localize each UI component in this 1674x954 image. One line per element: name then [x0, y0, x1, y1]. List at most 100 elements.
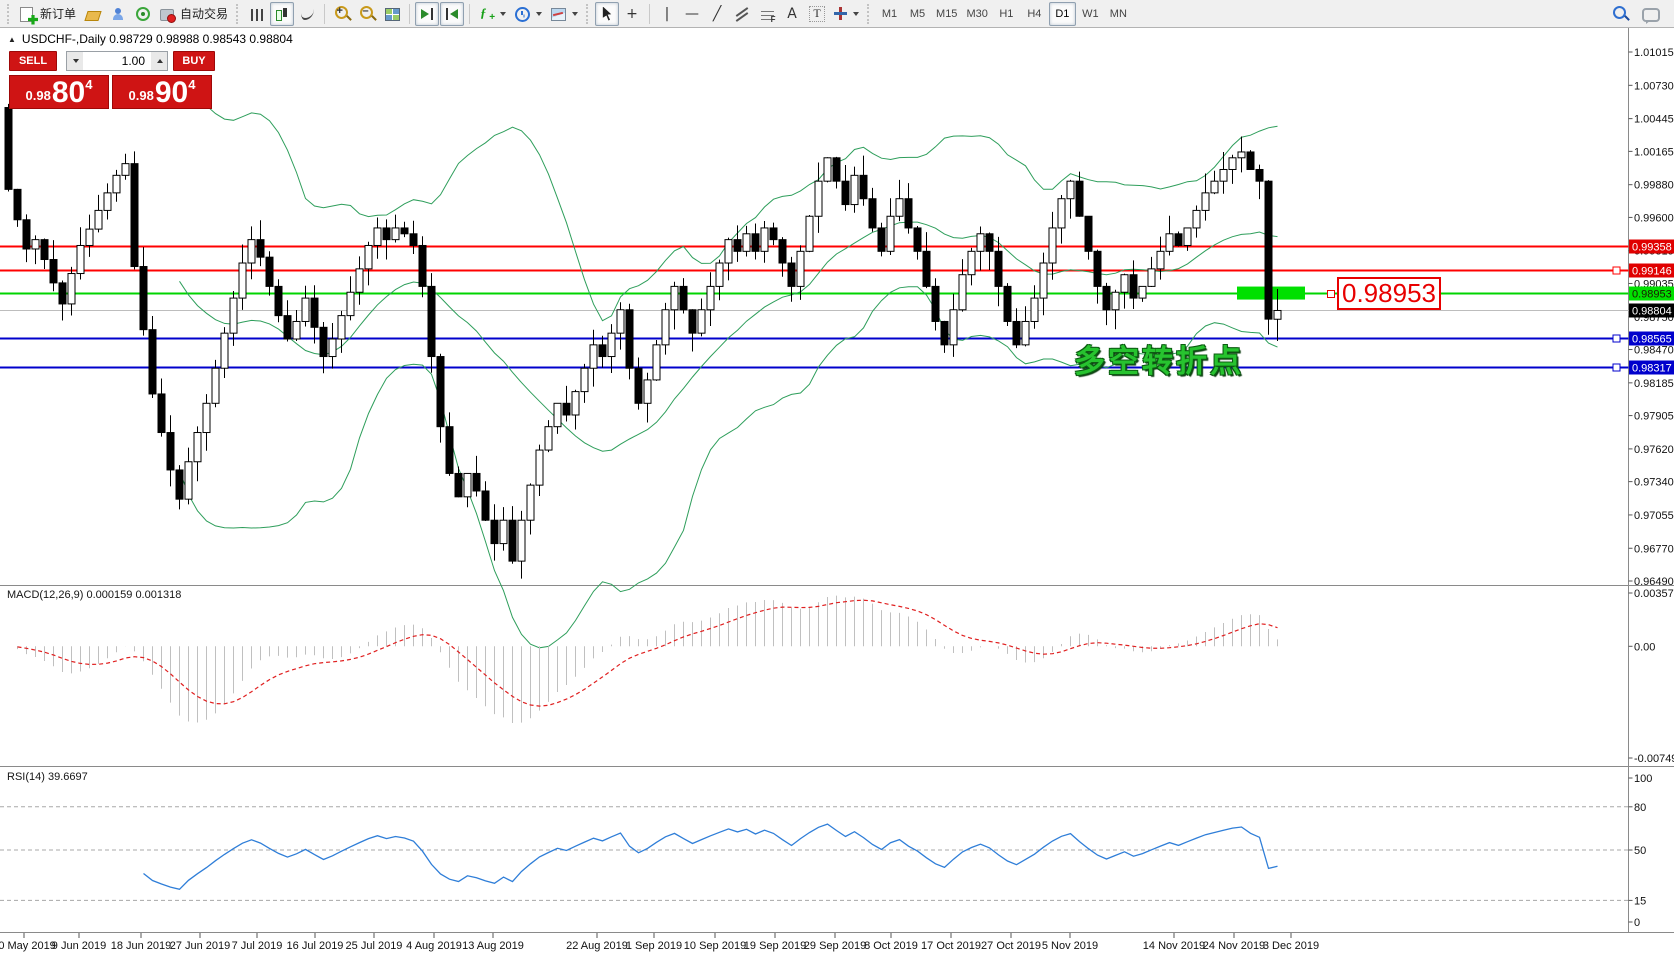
bar-chart-button[interactable] [245, 2, 269, 26]
crosshair-button[interactable]: + [620, 2, 644, 26]
arrows-button[interactable] [830, 2, 863, 26]
callout-handle[interactable] [1327, 290, 1335, 298]
svg-text:0.97055: 0.97055 [1634, 510, 1674, 522]
indicators-button[interactable] [475, 2, 510, 26]
svg-text:4 Aug 2019: 4 Aug 2019 [406, 940, 462, 952]
buy-button[interactable]: BUY [173, 51, 215, 71]
svg-text:1.00445: 1.00445 [1634, 114, 1674, 126]
svg-text:10 Sep 2019: 10 Sep 2019 [684, 940, 746, 952]
toolbar-separator [649, 3, 651, 24]
auto-scroll-button[interactable] [415, 1, 440, 26]
toolbar-grip[interactable] [7, 3, 12, 24]
buy-price-display[interactable]: 0.98 90 4 [112, 75, 212, 109]
turning-point-annotation[interactable]: 多空转折点 [1074, 344, 1244, 379]
candlestick-icon [275, 7, 289, 21]
svg-text:100: 100 [1634, 773, 1652, 785]
rsi-panel: 100 80 50 15 0 [0, 773, 1652, 929]
timeframe-m5[interactable]: M5 [904, 2, 931, 26]
volume-input[interactable] [83, 52, 151, 70]
price-callout-label[interactable]: 0.98953 [1337, 277, 1441, 310]
arrows-icon [834, 7, 848, 20]
mql5-market-button[interactable] [81, 2, 105, 26]
svg-text:9 Jun 2019: 9 Jun 2019 [52, 940, 106, 952]
svg-text:0.98470: 0.98470 [1634, 345, 1674, 357]
text-button[interactable]: A [780, 2, 804, 26]
price-chart-canvas[interactable]: 1.01015 1.00730 1.00445 1.00165 0.99880 0.996… [0, 28, 1674, 954]
channel-button[interactable] [730, 2, 754, 26]
toolbar-grip[interactable] [586, 3, 591, 24]
zoom-in-button[interactable] [330, 2, 354, 26]
indicators-icon [479, 5, 495, 23]
hline-0.99358[interactable]: 0.99358 [0, 239, 1674, 254]
sell-button[interactable]: SELL [9, 51, 57, 71]
svg-text:0.98804: 0.98804 [1632, 306, 1672, 318]
dropdown-caret-icon [572, 11, 579, 16]
svg-text:24 Nov 2019: 24 Nov 2019 [1203, 940, 1265, 952]
new-order-label: 新订单 [40, 7, 77, 21]
candlestick-chart-button[interactable] [270, 1, 295, 26]
sell-price-display[interactable]: 0.98 80 4 [9, 75, 109, 109]
dropdown-caret-icon [853, 11, 860, 16]
search-button[interactable] [1608, 2, 1632, 26]
timeframe-w1[interactable]: W1 [1077, 2, 1104, 26]
timeframe-d1[interactable]: D1 [1048, 1, 1076, 26]
timeframe-m15[interactable]: M15 [932, 2, 961, 26]
signals-button[interactable] [131, 2, 155, 26]
zoom-out-button[interactable] [355, 2, 379, 26]
caret-down-icon [73, 59, 79, 63]
volume-spinner [66, 51, 168, 71]
vertical-line-icon: | [664, 5, 670, 22]
auto-trading-button[interactable]: 自动交易 [156, 2, 232, 26]
timeframe-h4[interactable]: H4 [1021, 2, 1048, 26]
toolbar-separator [324, 3, 326, 24]
one-click-collapse-icon[interactable]: ▲ [8, 34, 16, 44]
main-toolbar: 新订单 自动交易 + | — ╱ A T [0, 0, 1674, 28]
timeframe-h1[interactable]: H1 [993, 2, 1020, 26]
macd-indicator-label: MACD(12,26,9) 0.000159 0.001318 [7, 589, 182, 601]
svg-text:3 Dec 2019: 3 Dec 2019 [1263, 940, 1319, 952]
new-order-button[interactable]: 新订单 [16, 2, 80, 26]
periods-button[interactable] [511, 2, 546, 26]
templates-button[interactable] [547, 2, 582, 26]
toolbar-grip[interactable] [236, 3, 241, 24]
tile-windows-button[interactable] [380, 2, 404, 26]
timeframe-mn[interactable]: MN [1105, 2, 1132, 26]
auto-trading-icon [160, 8, 177, 23]
svg-text:1.00165: 1.00165 [1634, 146, 1674, 158]
horizontal-line-button[interactable]: — [680, 2, 704, 26]
zoom-in-icon [334, 5, 348, 19]
timeframe-m30[interactable]: M30 [962, 2, 991, 26]
chat-button[interactable] [1638, 2, 1664, 26]
ohlc-text: USDCHF-,Daily 0.98729 0.98988 0.98543 0.… [21, 32, 293, 46]
trendline-button[interactable]: ╱ [705, 2, 729, 26]
cursor-button[interactable] [595, 1, 620, 26]
svg-text:14 Nov 2019: 14 Nov 2019 [1143, 940, 1205, 952]
chart-shift-button[interactable] [440, 1, 465, 26]
svg-text:15: 15 [1634, 895, 1646, 907]
chart-shift-icon [444, 6, 460, 22]
volume-increase-button[interactable] [151, 52, 167, 70]
svg-text:0: 0 [1634, 917, 1640, 929]
hline-0.98565[interactable]: 0.98565 [0, 331, 1674, 346]
svg-text:1.00730: 1.00730 [1634, 80, 1674, 92]
toolbar-grip[interactable] [867, 3, 872, 24]
auto-scroll-icon [419, 6, 435, 22]
volume-decrease-button[interactable] [67, 52, 83, 70]
svg-text:0.003574: 0.003574 [1634, 588, 1674, 600]
community-button[interactable] [106, 2, 130, 26]
vertical-line-button[interactable]: | [655, 2, 679, 26]
hline-0.98317[interactable]: 0.98317 [0, 360, 1674, 375]
caret-up-icon [157, 59, 163, 63]
signals-icon [136, 7, 151, 21]
fibonacci-button[interactable] [755, 2, 779, 26]
bar-chart-icon [250, 8, 264, 21]
line-chart-button[interactable] [295, 2, 319, 26]
timeframe-m1[interactable]: M1 [876, 2, 903, 26]
periods-clock-icon [515, 6, 531, 22]
hline-0.98804[interactable]: 0.98804 [0, 303, 1674, 318]
text-label-button[interactable]: T [805, 2, 829, 26]
svg-text:30 May 2019: 30 May 2019 [0, 940, 56, 952]
